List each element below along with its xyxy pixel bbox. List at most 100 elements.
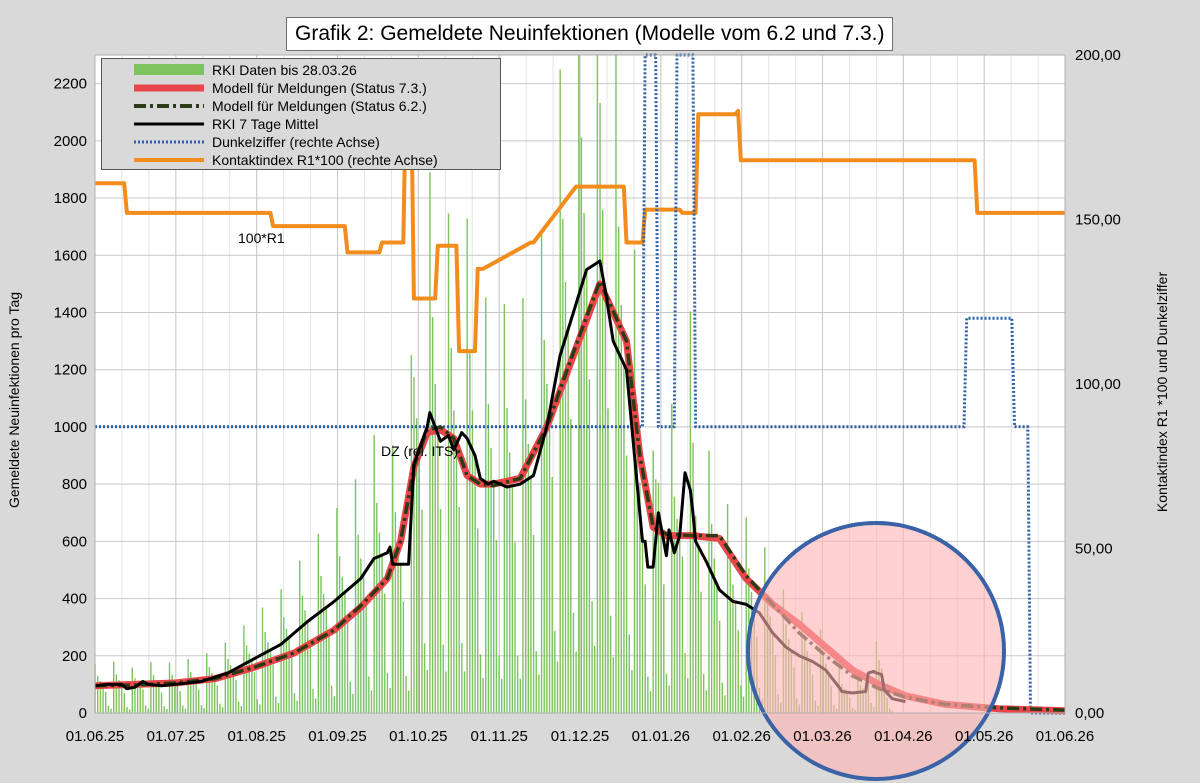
bar [695, 515, 697, 713]
bar [689, 311, 692, 713]
bar [639, 482, 641, 713]
bar [729, 559, 731, 713]
x-tick-label: 01.06.25 [66, 728, 124, 745]
bar [665, 673, 668, 713]
bar [469, 349, 471, 713]
bar [599, 102, 601, 714]
bar [562, 218, 564, 714]
bar [346, 620, 349, 713]
bar [423, 643, 426, 713]
legend-item-kontaktindex: Kontaktindex R1*100 (rechte Achse) [102, 151, 500, 169]
bar [601, 209, 604, 713]
bar [102, 684, 104, 713]
bar [447, 213, 450, 713]
y2-tick-label: 200,00 [1075, 47, 1121, 64]
bar [203, 708, 205, 713]
bar [713, 558, 716, 713]
bar [732, 584, 734, 713]
bar [474, 455, 476, 713]
y-tick-label: 0 [79, 705, 87, 722]
bar [556, 661, 559, 713]
bar [110, 708, 112, 713]
legend-label: Modell für Meldungen (Status 6.2.) [212, 98, 427, 114]
bar [160, 692, 163, 713]
bar [128, 709, 131, 713]
bar [588, 379, 591, 713]
y2-tick-label: 100,00 [1075, 376, 1121, 393]
bar [184, 708, 187, 713]
bar [232, 670, 234, 713]
bar [288, 637, 290, 713]
bar [341, 576, 343, 713]
bar [625, 455, 628, 713]
bar [673, 496, 676, 713]
y-tick-label: 600 [62, 533, 87, 550]
bar [333, 696, 335, 713]
bar [105, 691, 107, 713]
bar [708, 450, 710, 713]
annotation-r1: 100*R1 [238, 230, 285, 246]
bar [152, 675, 155, 713]
bar [354, 479, 357, 713]
bar [179, 691, 181, 713]
legend-label: Kontaktindex R1*100 (rechte Achse) [212, 152, 438, 168]
y-axis-title: Gemeldete Neuinfektionen pro Tag [6, 291, 22, 509]
bar [575, 651, 577, 713]
bar [267, 642, 269, 713]
bar [710, 523, 713, 713]
bar [490, 448, 492, 713]
bar [99, 681, 102, 713]
bar [458, 507, 460, 713]
bar [291, 654, 293, 713]
y-tick-label: 2200 [54, 76, 87, 93]
bar [368, 676, 370, 713]
bar [737, 630, 739, 713]
highlight-circle [746, 521, 1006, 781]
bar [219, 703, 221, 713]
bar [338, 556, 341, 713]
y-tick-label: 1200 [54, 362, 87, 379]
bar [572, 612, 575, 713]
legend-swatch-dashdot [134, 104, 204, 108]
bar [527, 443, 529, 713]
legend: RKI Daten bis 28.03.26 Modell für Meldun… [101, 58, 501, 170]
bar [309, 642, 312, 713]
bar [612, 657, 615, 713]
y2-tick-label: 150,00 [1075, 212, 1121, 229]
bar [126, 706, 128, 713]
bar [123, 693, 126, 713]
bar [320, 575, 322, 713]
bar [442, 644, 444, 713]
bar [171, 674, 173, 713]
y-tick-label: 1400 [54, 304, 87, 321]
bar [200, 705, 203, 713]
bar [471, 410, 474, 713]
bar [623, 363, 625, 713]
legend-item-rki-data: RKI Daten bis 28.03.26 [102, 61, 500, 79]
bar [336, 508, 338, 713]
bar [216, 685, 219, 713]
bar [182, 705, 184, 713]
x-tick-label: 01.08.25 [227, 728, 285, 745]
bar [453, 410, 455, 713]
x-tick-label: 01.01.26 [632, 728, 690, 745]
bar [158, 685, 160, 713]
bar [594, 645, 596, 713]
bar [147, 708, 149, 713]
bar [229, 665, 232, 713]
bar [352, 693, 354, 713]
bar [312, 689, 314, 713]
bar [530, 477, 532, 713]
bar [554, 630, 556, 713]
bar [256, 699, 258, 713]
bar [97, 675, 99, 713]
bar [280, 589, 282, 713]
bar [277, 702, 280, 713]
bar [482, 678, 484, 713]
bar [580, 137, 583, 714]
bar [437, 434, 439, 713]
bar [742, 696, 745, 713]
legend-label: RKI Daten bis 28.03.26 [212, 62, 357, 78]
annotation-dz: DZ (rel. ITS) [381, 443, 458, 459]
bar [644, 584, 646, 713]
